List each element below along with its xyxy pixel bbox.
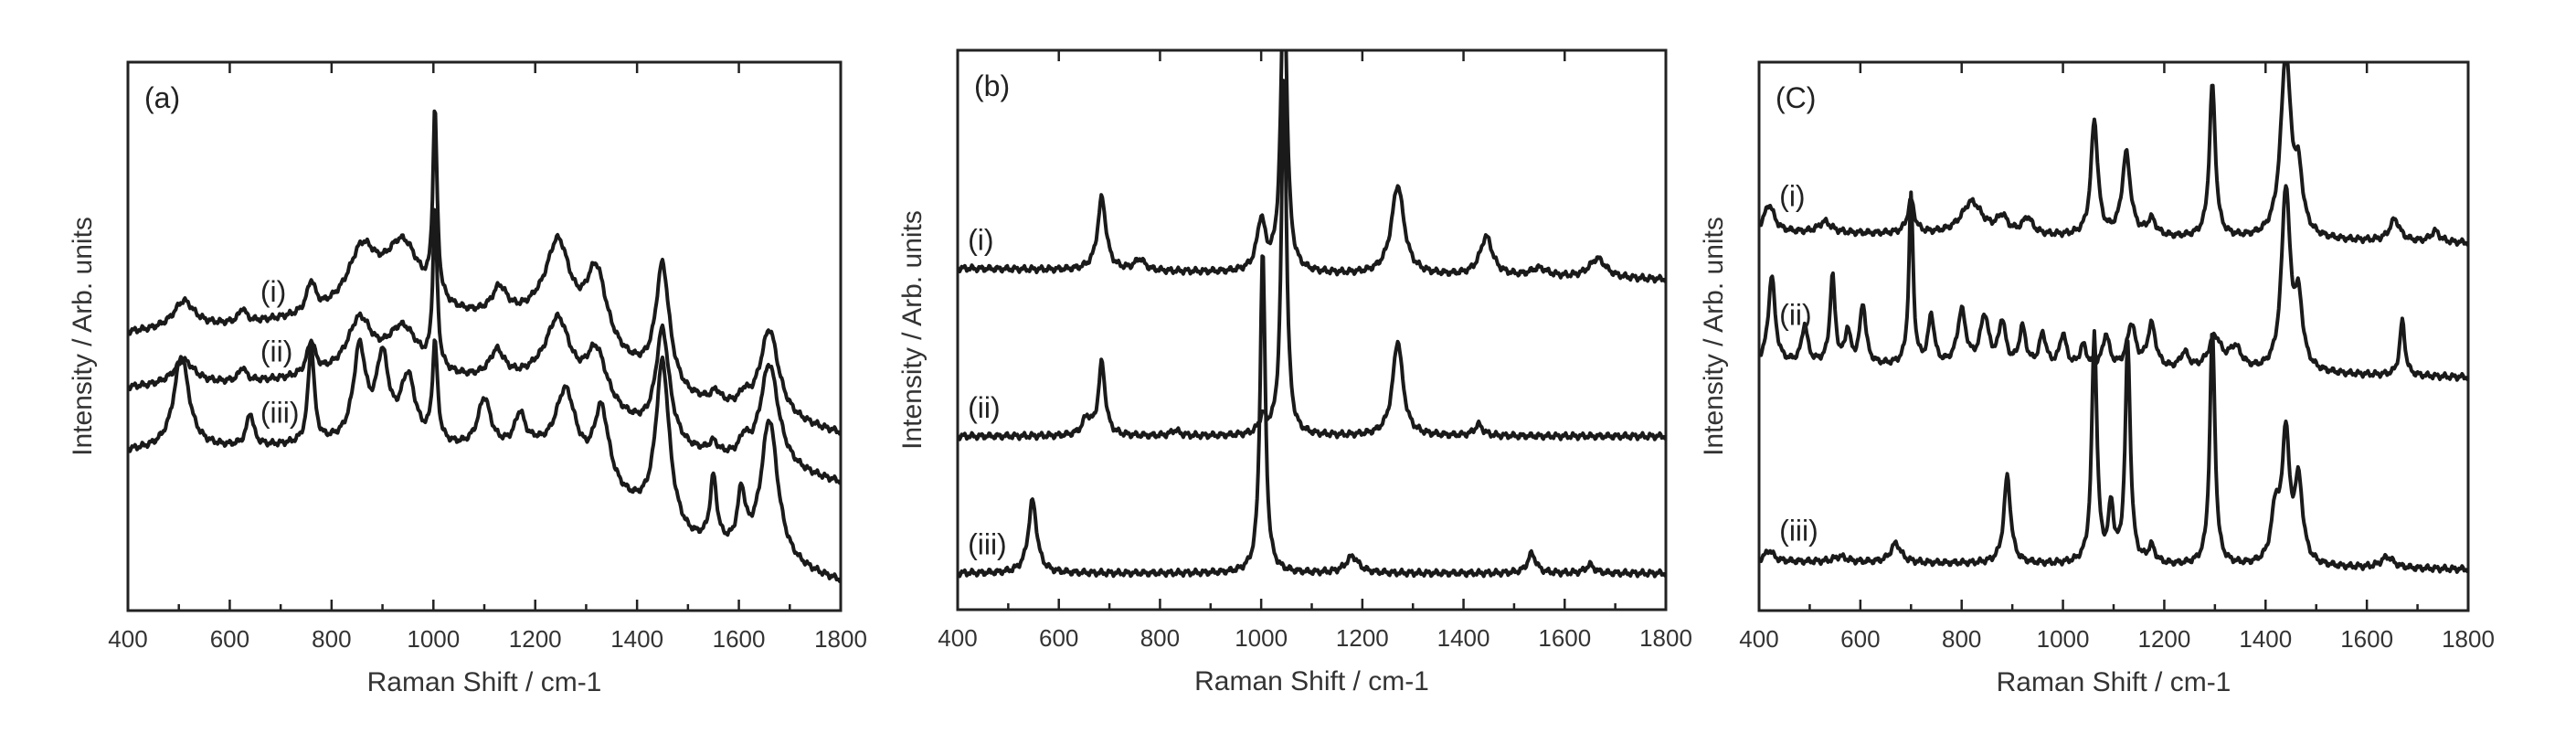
panel-2: 400 600 800 1000 1200 1400 1600 1800 Raman Shift… (897, 48, 1692, 697)
x-tick-label: 600 (1840, 625, 1880, 653)
spectrum-series-3 (128, 337, 841, 583)
series-label: (iii) (1779, 514, 1818, 547)
spectrum-series-1 (128, 109, 841, 436)
spectrum-series-1 (958, 50, 1666, 284)
panel-label: (b) (974, 69, 1010, 102)
x-tick-label: 600 (210, 625, 249, 653)
x-tick-label: 1800 (2442, 625, 2495, 653)
series-label: (iii) (260, 397, 300, 430)
panel-3: 400 600 800 1000 1200 1400 1600 1800 Raman Shift… (1699, 60, 2495, 697)
x-tick-label: 400 (1739, 625, 1778, 653)
x-tick-label: 1000 (407, 625, 460, 653)
x-tick-label: 600 (1039, 624, 1078, 652)
series-label: (i) (260, 275, 286, 308)
spectrum-series-2 (128, 207, 841, 485)
spectrum-series-2 (958, 79, 1666, 441)
series-label: (i) (1779, 180, 1805, 213)
y-axis-label: Intensity / Arb. units (897, 210, 928, 450)
series-label: (ii) (1779, 298, 1812, 331)
x-tick-label: 1600 (713, 625, 766, 653)
y-axis-label: Intensity / Arb. units (1699, 217, 1729, 456)
x-tick-label: 800 (1942, 625, 1981, 653)
x-axis-label: Raman Shift / cm-1 (367, 667, 602, 697)
x-tick-label: 1800 (1639, 624, 1692, 652)
panel-1: 400 600 800 1000 1200 1400 1600 1800 Raman Shift… (68, 60, 867, 697)
series-label: (ii) (260, 335, 293, 367)
x-tick-label: 1400 (610, 625, 663, 653)
x-tick-label: 1600 (2340, 625, 2393, 653)
x-tick-label: 1200 (2138, 625, 2191, 653)
x-axis-label: Raman Shift / cm-1 (1194, 666, 1429, 697)
x-tick-label: 1000 (1235, 624, 1288, 652)
y-axis-label: Intensity / Arb. units (68, 217, 98, 456)
x-tick-label: 800 (1140, 624, 1180, 652)
x-tick-label: 800 (312, 625, 351, 653)
x-tick-label: 1200 (509, 625, 562, 653)
series-label: (i) (968, 223, 993, 256)
x-tick-label: 1000 (2037, 625, 2090, 653)
panel-label: (a) (144, 81, 180, 114)
x-tick-label: 1600 (1538, 624, 1591, 652)
x-tick-label: 1200 (1336, 624, 1389, 652)
series-label: (iii) (968, 527, 1007, 560)
spectrum-series-2 (1759, 184, 2468, 382)
x-axis-label: Raman Shift / cm-1 (1997, 667, 2231, 697)
x-tick-label: 1400 (2239, 625, 2292, 653)
panel-label: (C) (1776, 81, 1816, 114)
x-tick-label: 400 (108, 625, 147, 653)
x-tick-label: 400 (938, 624, 977, 652)
series-label: (ii) (968, 391, 1001, 424)
x-tick-label: 1400 (1437, 624, 1490, 652)
x-tick-label: 1800 (814, 625, 867, 653)
spectrum-series-3 (1759, 329, 2468, 574)
spectrum-series-1 (1759, 62, 2468, 247)
spectrum-series-3 (958, 254, 1666, 579)
